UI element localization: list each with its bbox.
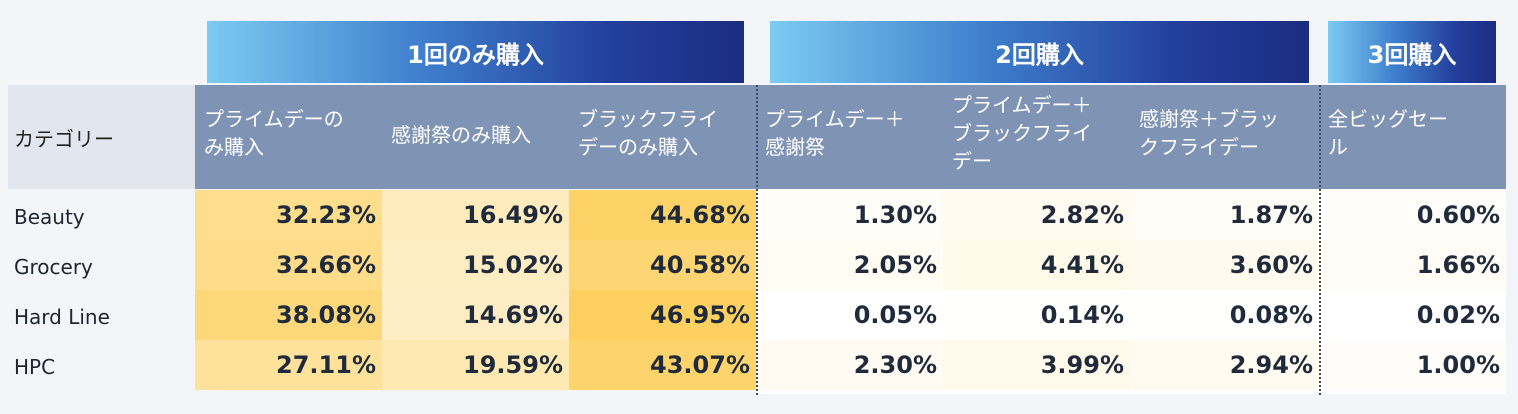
table-cell: 4.41%: [943, 240, 1130, 290]
column-header-line: デー: [952, 149, 992, 173]
column-header-line: デーのみ購入: [578, 135, 698, 159]
group-header-thrice: 3回購入: [1328, 21, 1496, 83]
column-header-line: 感謝祭のみ購入: [391, 123, 531, 147]
column-header-5: プライムデー＋ ブラックフライ デー: [943, 85, 1130, 189]
table-cell: 1.00%: [1319, 340, 1506, 390]
table-cell: 19.59%: [382, 340, 569, 390]
group-header-twice: 2回購入: [770, 21, 1309, 83]
column-header-line: プライムデーの: [204, 107, 344, 131]
group-divider-1: [756, 85, 758, 395]
column-header-4: プライムデー＋ 感謝祭: [756, 85, 943, 189]
column-header-line: ブラックフライ: [952, 121, 1092, 145]
table-cell: 3.60%: [1130, 240, 1319, 290]
column-header-line: ル: [1328, 135, 1348, 159]
column-header-7: 全ビッグセール: [1319, 85, 1506, 189]
table-cell: 1.66%: [1319, 240, 1506, 290]
table-cell: 15.02%: [382, 240, 569, 290]
row-label: Beauty: [14, 205, 85, 229]
table-cell: 0.08%: [1130, 290, 1319, 340]
column-header-line: 感謝祭＋ブラッ: [1139, 107, 1279, 131]
row-label: Grocery: [14, 255, 93, 279]
table-cell: 0.60%: [1319, 190, 1506, 240]
row-label: Hard Line: [14, 305, 110, 329]
table-cell: 46.95%: [569, 290, 756, 340]
column-header-line: プライムデー＋: [765, 107, 905, 131]
category-header: カテゴリー: [8, 85, 195, 189]
table-cell: 32.66%: [195, 240, 382, 290]
table-cell: 2.05%: [756, 240, 943, 290]
column-header-3: ブラックフライ デーのみ購入: [569, 85, 756, 189]
column-header-line: クフライデー: [1139, 135, 1259, 159]
table-cell: 27.11%: [195, 340, 382, 390]
column-header-6: 感謝祭＋ブラッ クフライデー: [1130, 85, 1319, 189]
table-cell: 2.30%: [756, 340, 943, 390]
table-cell: 40.58%: [569, 240, 756, 290]
table-cell: 3.99%: [943, 340, 1130, 390]
group-header-once: 1回のみ購入: [207, 21, 744, 83]
column-header-line: 感謝祭: [765, 135, 825, 159]
table-cell: 38.08%: [195, 290, 382, 340]
column-header-line: み購入: [204, 135, 264, 159]
table-cell: 14.69%: [382, 290, 569, 340]
column-header-line: ブラックフライ: [578, 107, 718, 131]
row-label: HPC: [14, 355, 56, 379]
table-cell: 2.94%: [1130, 340, 1319, 390]
table-cell: 0.05%: [756, 290, 943, 340]
table-cell: 0.14%: [943, 290, 1130, 340]
table-cell: 43.07%: [569, 340, 756, 390]
column-header-2: 感謝祭のみ購入: [382, 85, 569, 189]
table-cell: 32.23%: [195, 190, 382, 240]
table-cell: 1.30%: [756, 190, 943, 240]
column-header-line: 全ビッグセー: [1328, 107, 1448, 131]
table-cell: 44.68%: [569, 190, 756, 240]
table-cell: 1.87%: [1130, 190, 1319, 240]
table-cell: 0.02%: [1319, 290, 1506, 340]
table-cell: 2.82%: [943, 190, 1130, 240]
group-divider-2: [1319, 85, 1321, 395]
column-header-line: プライムデー＋: [952, 93, 1092, 117]
table-cell: 16.49%: [382, 190, 569, 240]
column-header-1: プライムデーの み購入: [195, 85, 382, 189]
